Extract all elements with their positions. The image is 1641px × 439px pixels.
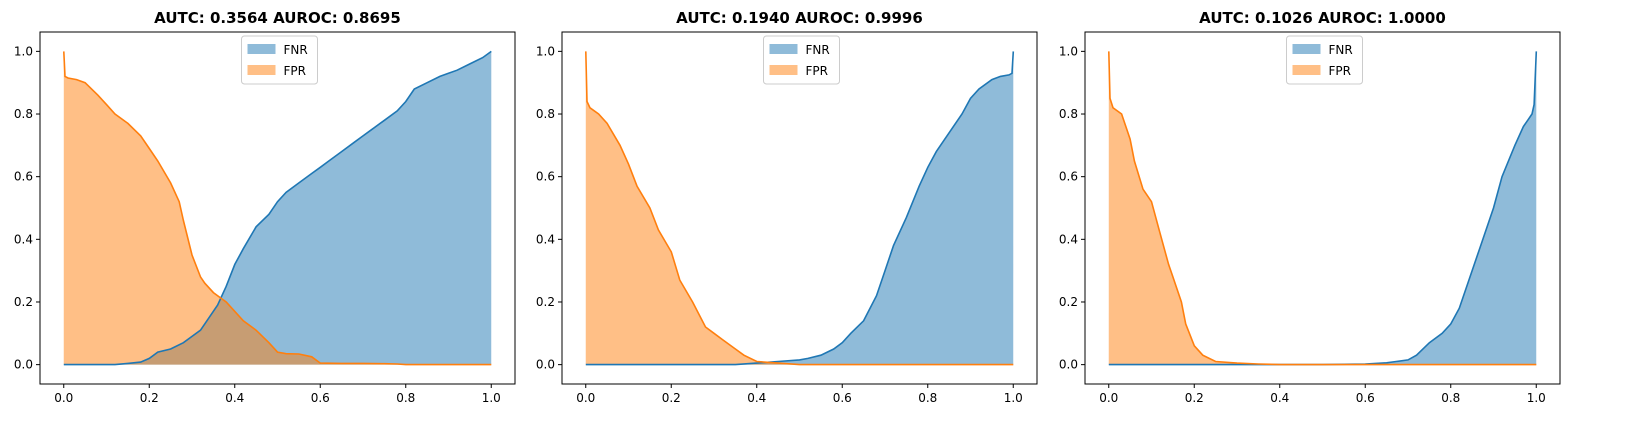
legend-swatch-fnr (769, 44, 798, 54)
legend-swatch-fpr (1292, 65, 1321, 75)
y-tick-label: 1.0 (14, 44, 33, 58)
y-tick-label: 0.2 (1059, 295, 1078, 309)
y-tick-label: 0.4 (536, 232, 555, 246)
axes-frame (1084, 31, 1561, 385)
y-tick-label: 1.0 (536, 44, 555, 58)
y-tick-label: 0.4 (14, 232, 33, 246)
series-fnr-line (1108, 51, 1538, 366)
legend-label-fnr: FNR (1329, 43, 1353, 57)
x-tick-label: 0.8 (1441, 391, 1460, 405)
x-tick-label: 1.0 (1004, 391, 1023, 405)
x-tick-label: 0.0 (1099, 391, 1118, 405)
y-tick-label: 0.4 (1059, 232, 1078, 246)
x-tick-label: 0.2 (1185, 391, 1204, 405)
series-fnr-area (585, 51, 1014, 365)
x-tick-label: 0.2 (140, 391, 159, 405)
y-tick-label: 0.6 (14, 170, 33, 184)
y-tick-label: 0.0 (1059, 358, 1078, 372)
y-tick-label: 0.8 (14, 107, 33, 121)
series-fnr-area (63, 51, 492, 365)
chart-panel-3: AUTC: 0.1026 AUROC: 1.0000 0.0 0.2 0.4 0.6 0.… (1059, 9, 1561, 405)
series-fnr-line (585, 51, 1015, 366)
series-fnr-line (63, 50, 492, 366)
y-tick-label: 0.0 (14, 358, 33, 372)
legend-label-fpr: FPR (806, 64, 828, 78)
y-tick-label: 0.2 (14, 295, 33, 309)
chart-panel-2: AUTC: 0.1940 AUROC: 0.9996 0.0 0.2 0.4 0.6 0.… (536, 9, 1038, 405)
legend-label-fpr: FPR (284, 64, 306, 78)
chart-panel-1: AUTC: 0.3564 AUROC: 0.8695 0.0 0.2 0.4 0.6 0.… (14, 9, 516, 405)
legend-swatch-fnr (247, 44, 276, 54)
legend: FNR FPR (763, 35, 840, 85)
chart-title: AUTC: 0.1026 AUROC: 1.0000 (1199, 9, 1446, 27)
y-tick-label: 0.6 (1059, 170, 1078, 184)
legend: FNR FPR (241, 35, 318, 85)
x-tick-label: 0.8 (396, 391, 415, 405)
y-tick-label: 0.8 (1059, 107, 1078, 121)
y-tick-label: 1.0 (1059, 44, 1078, 58)
x-tick-label: 0.0 (54, 391, 73, 405)
legend-label-fpr: FPR (1329, 64, 1351, 78)
axes-frame (561, 31, 1038, 385)
series-fpr-line (63, 51, 492, 366)
x-tick-label: 0.8 (918, 391, 937, 405)
x-tick-label: 0.6 (311, 391, 330, 405)
axes-frame (39, 31, 516, 385)
x-tick-label: 1.0 (1527, 391, 1546, 405)
x-tick-label: 0.6 (833, 391, 852, 405)
y-tick-label: 0.0 (536, 358, 555, 372)
legend-swatch-fpr (247, 65, 276, 75)
x-tick-label: 0.4 (1270, 391, 1289, 405)
chart-title: AUTC: 0.1940 AUROC: 0.9996 (676, 9, 923, 27)
x-tick-label: 0.4 (225, 391, 244, 405)
chart-title: AUTC: 0.3564 AUROC: 0.8695 (154, 9, 401, 27)
series-fpr-line (1108, 51, 1537, 366)
y-tick-label: 0.2 (536, 295, 555, 309)
series-fpr-line (585, 51, 1014, 366)
x-tick-label: 0.0 (576, 391, 595, 405)
x-tick-label: 0.4 (747, 391, 766, 405)
x-tick-label: 0.6 (1356, 391, 1375, 405)
y-tick-label: 0.6 (536, 170, 555, 184)
x-tick-label: 1.0 (482, 391, 501, 405)
x-tick-label: 0.2 (662, 391, 681, 405)
series-fpr-area (585, 51, 1014, 365)
legend-label-fnr: FNR (284, 43, 308, 57)
series-fpr-area (1108, 51, 1537, 365)
series-fnr-area (1108, 51, 1537, 365)
legend: FNR FPR (1286, 35, 1363, 85)
legend-swatch-fpr (769, 65, 798, 75)
y-tick-label: 0.8 (536, 107, 555, 121)
series-fpr-area (63, 51, 492, 365)
legend-label-fnr: FNR (806, 43, 830, 57)
legend-swatch-fnr (1292, 44, 1321, 54)
